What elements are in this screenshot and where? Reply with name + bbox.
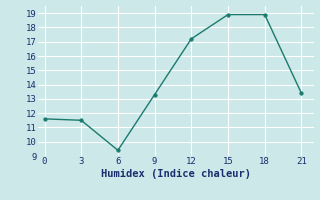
- X-axis label: Humidex (Indice chaleur): Humidex (Indice chaleur): [101, 169, 251, 179]
